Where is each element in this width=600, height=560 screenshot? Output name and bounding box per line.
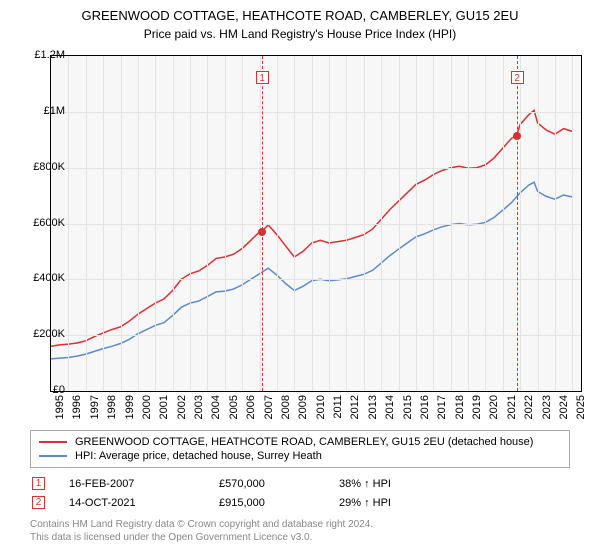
x-axis-label: 2019 (471, 395, 483, 425)
x-axis-label: 2008 (280, 395, 292, 425)
x-axis-label: 2001 (158, 395, 170, 425)
legend-swatch (39, 455, 67, 457)
x-axis-label: 2011 (332, 395, 344, 425)
sale-marker-icon: 1 (256, 71, 269, 84)
sale-marker-icon: 1 (32, 477, 45, 490)
sale-pct: 38% ↑ HPI (339, 478, 439, 490)
chart-subtitle: Price paid vs. HM Land Registry's House … (0, 25, 600, 45)
x-axis-label: 2003 (193, 395, 205, 425)
x-axis-label: 2015 (402, 395, 414, 425)
y-axis-label: £600K (15, 217, 65, 229)
x-axis-label: 1999 (124, 395, 136, 425)
sale-date: 16-FEB-2007 (69, 478, 219, 490)
x-axis-label: 2009 (297, 395, 309, 425)
sale-dot-icon (258, 228, 266, 236)
y-axis-label: £1M (15, 105, 65, 117)
sale-dot-icon (513, 132, 521, 140)
chart-title: GREENWOOD COTTAGE, HEATHCOTE ROAD, CAMBE… (0, 0, 600, 25)
x-axis-label: 1996 (71, 395, 83, 425)
plot-area: 12 (50, 55, 582, 392)
legend-box: GREENWOOD COTTAGE, HEATHCOTE ROAD, CAMBE… (30, 430, 570, 468)
table-row: 2 14-OCT-2021 £915,000 29% ↑ HPI (30, 493, 570, 512)
x-axis-label: 2010 (315, 395, 327, 425)
x-axis-label: 2024 (558, 395, 570, 425)
sale-marker-icon: 2 (511, 71, 524, 84)
legend-label: GREENWOOD COTTAGE, HEATHCOTE ROAD, CAMBE… (75, 436, 533, 448)
x-axis-label: 2021 (506, 395, 518, 425)
x-axis-label: 1995 (54, 395, 66, 425)
footer-line: This data is licensed under the Open Gov… (30, 531, 373, 544)
y-axis-label: £1.2M (15, 49, 65, 61)
x-axis-label: 2016 (419, 395, 431, 425)
x-axis-label: 2004 (210, 395, 222, 425)
x-axis-label: 2002 (176, 395, 188, 425)
sale-pct: 29% ↑ HPI (339, 497, 439, 509)
x-axis-label: 2022 (523, 395, 535, 425)
x-axis-label: 2025 (575, 395, 587, 425)
legend-label: HPI: Average price, detached house, Surr… (75, 450, 322, 462)
x-axis-label: 2006 (245, 395, 257, 425)
sale-marker-icon: 2 (32, 496, 45, 509)
footer-attribution: Contains HM Land Registry data © Crown c… (30, 518, 373, 544)
sale-price: £570,000 (219, 478, 339, 490)
sale-date: 14-OCT-2021 (69, 497, 219, 509)
chart-container: GREENWOOD COTTAGE, HEATHCOTE ROAD, CAMBE… (0, 0, 600, 560)
x-axis-label: 1997 (89, 395, 101, 425)
sale-price: £915,000 (219, 497, 339, 509)
x-axis-label: 2000 (141, 395, 153, 425)
x-axis-label: 2013 (367, 395, 379, 425)
table-row: 1 16-FEB-2007 £570,000 38% ↑ HPI (30, 474, 570, 493)
legend-item: HPI: Average price, detached house, Surr… (39, 449, 561, 463)
legend-swatch (39, 441, 67, 443)
y-axis-label: £400K (15, 272, 65, 284)
x-axis-label: 2017 (436, 395, 448, 425)
x-axis-label: 1998 (106, 395, 118, 425)
x-axis-label: 2014 (384, 395, 396, 425)
legend-item: GREENWOOD COTTAGE, HEATHCOTE ROAD, CAMBE… (39, 435, 561, 449)
x-axis-label: 2023 (541, 395, 553, 425)
x-axis-label: 2012 (349, 395, 361, 425)
footer-line: Contains HM Land Registry data © Crown c… (30, 518, 373, 531)
x-axis-label: 2007 (263, 395, 275, 425)
x-axis-label: 2005 (228, 395, 240, 425)
y-axis-label: £800K (15, 161, 65, 173)
sales-table: 1 16-FEB-2007 £570,000 38% ↑ HPI 2 14-OC… (30, 474, 570, 512)
x-axis-label: 2020 (488, 395, 500, 425)
y-axis-label: £200K (15, 328, 65, 340)
x-axis-label: 2018 (454, 395, 466, 425)
